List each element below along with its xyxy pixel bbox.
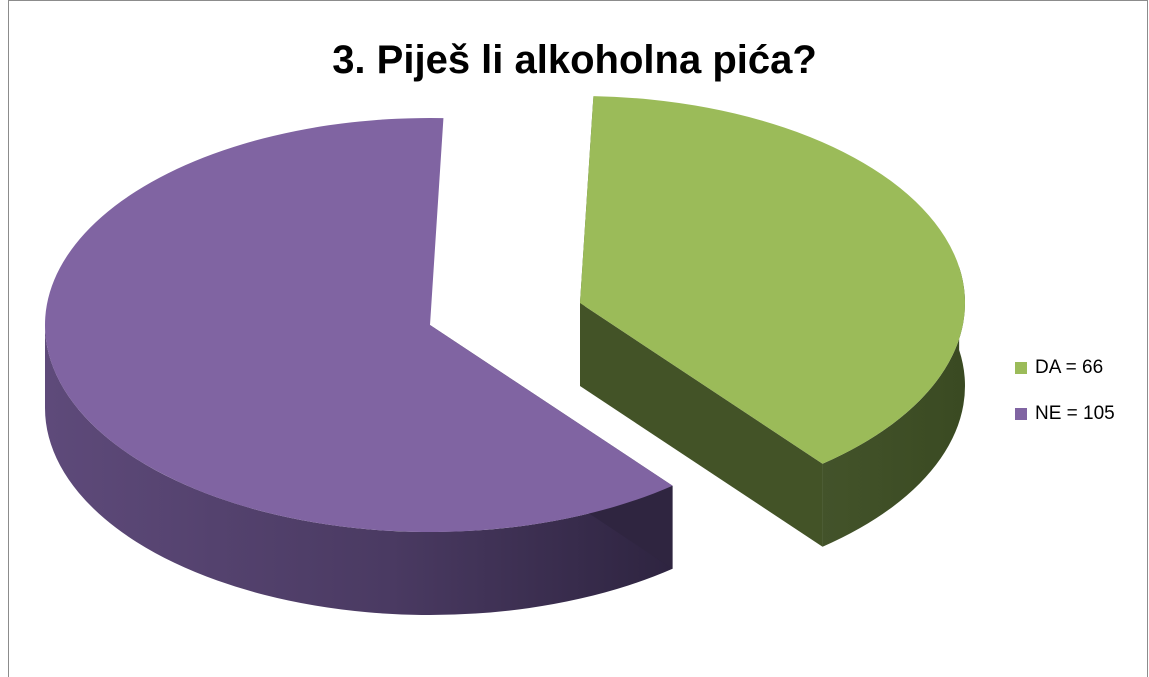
slice-ne bbox=[44, 117, 673, 532]
legend-item-ne: NE = 105 bbox=[1015, 402, 1115, 426]
slice-da bbox=[580, 96, 966, 464]
legend: DA = 66 NE = 105 bbox=[1015, 356, 1115, 448]
slice-ne-side bbox=[45, 325, 673, 615]
legend-swatch-da bbox=[1015, 362, 1027, 374]
legend-label-da: DA = 66 bbox=[1035, 357, 1104, 378]
legend-swatch-ne bbox=[1015, 408, 1027, 420]
chart-title: 3. Piješ li alkoholna pića? bbox=[332, 38, 817, 82]
legend-label-ne: NE = 105 bbox=[1035, 403, 1115, 424]
slice-da-side bbox=[822, 267, 965, 547]
slice-da-cut-end bbox=[580, 303, 823, 547]
legend-item-da: DA = 66 bbox=[1015, 356, 1115, 380]
